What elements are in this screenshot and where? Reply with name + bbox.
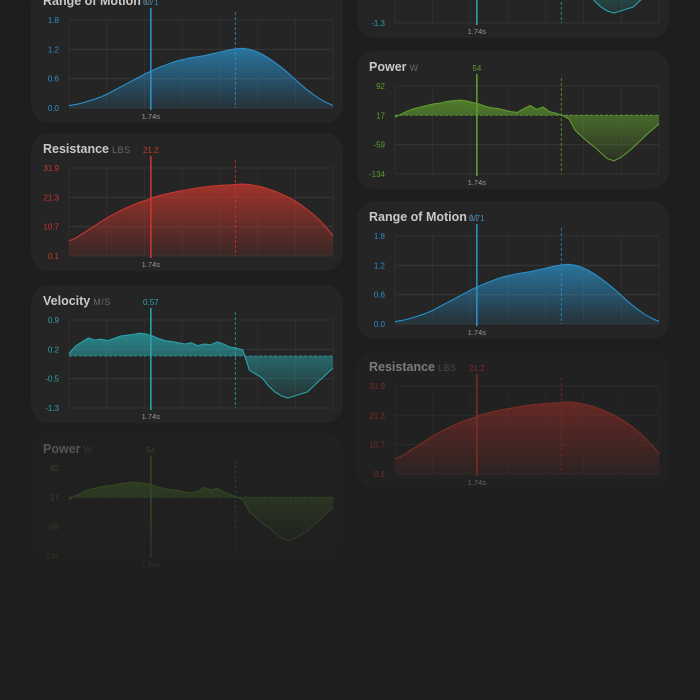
y-tick-label: 17 — [376, 111, 385, 120]
y-tick-label: 0.6 — [374, 291, 386, 300]
card-title: Range of Motion M — [369, 210, 478, 224]
y-tick-label: 0.0 — [48, 104, 60, 113]
card-title-text: Resistance — [369, 360, 436, 374]
y-tick-label: 17 — [50, 493, 59, 502]
right-resistance-card[interactable]: Resistance LBS 31.9 21.3 10.7 0.1 21.2 1.74s — [357, 351, 669, 489]
card-title-text: Range of Motion — [369, 210, 467, 224]
y-tick-label: 0.1 — [48, 252, 60, 261]
marker-time-label: 1.74s — [468, 328, 487, 337]
left-power-card[interactable]: Power W 92 17 -59 -134 54 1.74s — [31, 433, 343, 573]
card-title: Velocity M/S — [43, 294, 111, 308]
y-tick-label: 21.3 — [369, 411, 385, 420]
right-power-card[interactable]: Power W 92 17 -59 -134 54 1.74s — [357, 51, 669, 189]
card-title: Power W — [369, 60, 419, 74]
card-title-text: Power — [369, 60, 407, 74]
series-area — [69, 482, 333, 541]
card-title: Power W — [43, 442, 93, 456]
series-area — [395, 402, 659, 474]
right-velocity-card[interactable]: -1.3 1.74s — [357, 0, 669, 38]
chart-svg: 1.8 1.2 0.6 0.0 0.71 1.74s — [48, 0, 334, 121]
card-unit: M — [469, 213, 478, 223]
y-tick-label: -0.5 — [45, 375, 59, 384]
y-tick-label: 1.8 — [374, 232, 386, 241]
chart-svg: 31.9 21.3 10.7 0.1 21.2 1.74s — [43, 146, 334, 269]
left-resistance-card[interactable]: Resistance LBS 31.9 21.3 10.7 0.1 21.2 1.74s — [31, 133, 343, 271]
series-line — [68, 183, 334, 242]
series-area — [395, 100, 659, 161]
card-unit: M — [143, 0, 152, 7]
series-area — [69, 184, 333, 256]
chart-svg: 1.8 1.2 0.6 0.0 0.71 1.74s — [374, 214, 660, 337]
marker-time-label: 1.74s — [468, 178, 487, 187]
series-line — [68, 47, 334, 107]
y-tick-label: -134 — [43, 552, 60, 561]
marker-time-label: 1.74s — [468, 27, 487, 36]
series-area — [395, 264, 659, 324]
series-line — [593, 0, 642, 14]
chart-svg: -1.3 1.74s — [371, 0, 660, 36]
marker-value-label: 0.71 — [469, 214, 485, 223]
y-tick-label: 0.0 — [374, 320, 386, 329]
card-title: Resistance LBS — [43, 142, 131, 156]
chart-svg: 92 17 -59 -134 54 1.74s — [43, 446, 334, 569]
series-area — [69, 333, 333, 398]
card-unit: LBS — [438, 363, 457, 373]
y-tick-label: 1.2 — [374, 261, 386, 270]
left-velocity-card[interactable]: Velocity M/S 0.9 0.2 -0.5 -1.3 0.57 1.74s — [31, 285, 343, 423]
marker-time-label: 1.74s — [142, 260, 161, 269]
y-tick-label: 31.9 — [43, 164, 59, 173]
y-tick-label: 31.9 — [369, 382, 385, 391]
left-rom-card[interactable]: Range of Motion M 1.8 1.2 0.6 0.0 0.71 1.74s — [31, 0, 343, 123]
card-unit: W — [83, 445, 93, 455]
series-area — [69, 48, 333, 108]
marker-time-label: 1.74s — [142, 412, 161, 421]
marker-value-label: 54 — [472, 64, 481, 73]
card-title: Resistance LBS — [369, 360, 457, 374]
y-tick-label: 1.8 — [48, 16, 60, 25]
card-title-text: Power — [43, 442, 81, 456]
y-tick-label: -1.3 — [371, 19, 385, 28]
card-unit: W — [409, 63, 419, 73]
marker-time-label: 1.74s — [142, 560, 161, 569]
card-title-text: Velocity — [43, 294, 91, 308]
y-tick-label: -59 — [373, 141, 385, 150]
marker-value-label: 0.57 — [143, 298, 159, 307]
series-line — [394, 99, 660, 162]
card-unit: LBS — [112, 145, 131, 155]
series-line — [394, 401, 660, 460]
chart-svg: 0.9 0.2 -0.5 -1.3 0.57 1.74s — [45, 298, 334, 421]
marker-time-label: 1.74s — [468, 478, 487, 487]
marker-time-label: 1.74s — [142, 112, 161, 121]
y-tick-label: 0.2 — [48, 345, 60, 354]
y-tick-label: 0.6 — [48, 75, 60, 84]
series-line — [68, 332, 334, 399]
card-title-text: Resistance — [43, 142, 110, 156]
series-line — [394, 263, 660, 323]
marker-value-label: 21.2 — [469, 364, 485, 373]
y-tick-label: 21.3 — [43, 193, 59, 202]
marker-value-label: 54 — [146, 446, 155, 455]
y-tick-label: -134 — [369, 170, 386, 179]
y-tick-label: 0.9 — [48, 316, 60, 325]
y-tick-label: 10.7 — [43, 223, 59, 232]
chart-svg: 92 17 -59 -134 54 1.74s — [369, 64, 660, 187]
y-tick-label: -1.3 — [45, 404, 59, 413]
card-unit: M/S — [93, 297, 111, 307]
y-tick-label: 10.7 — [369, 441, 385, 450]
y-tick-label: 0.1 — [374, 470, 386, 479]
right-rom-card[interactable]: Range of Motion M 1.8 1.2 0.6 0.0 0.71 1.74s — [357, 201, 669, 339]
y-tick-label: 1.2 — [48, 45, 60, 54]
y-tick-label: -59 — [47, 523, 59, 532]
marker-value-label: 21.2 — [143, 146, 159, 155]
marker-value-label: 0.71 — [143, 0, 159, 7]
y-tick-label: 92 — [376, 82, 385, 91]
card-title: Range of Motion M — [43, 0, 152, 8]
chart-svg: 31.9 21.3 10.7 0.1 21.2 1.74s — [369, 364, 660, 487]
card-title-text: Range of Motion — [43, 0, 141, 8]
y-tick-label: 92 — [50, 464, 59, 473]
